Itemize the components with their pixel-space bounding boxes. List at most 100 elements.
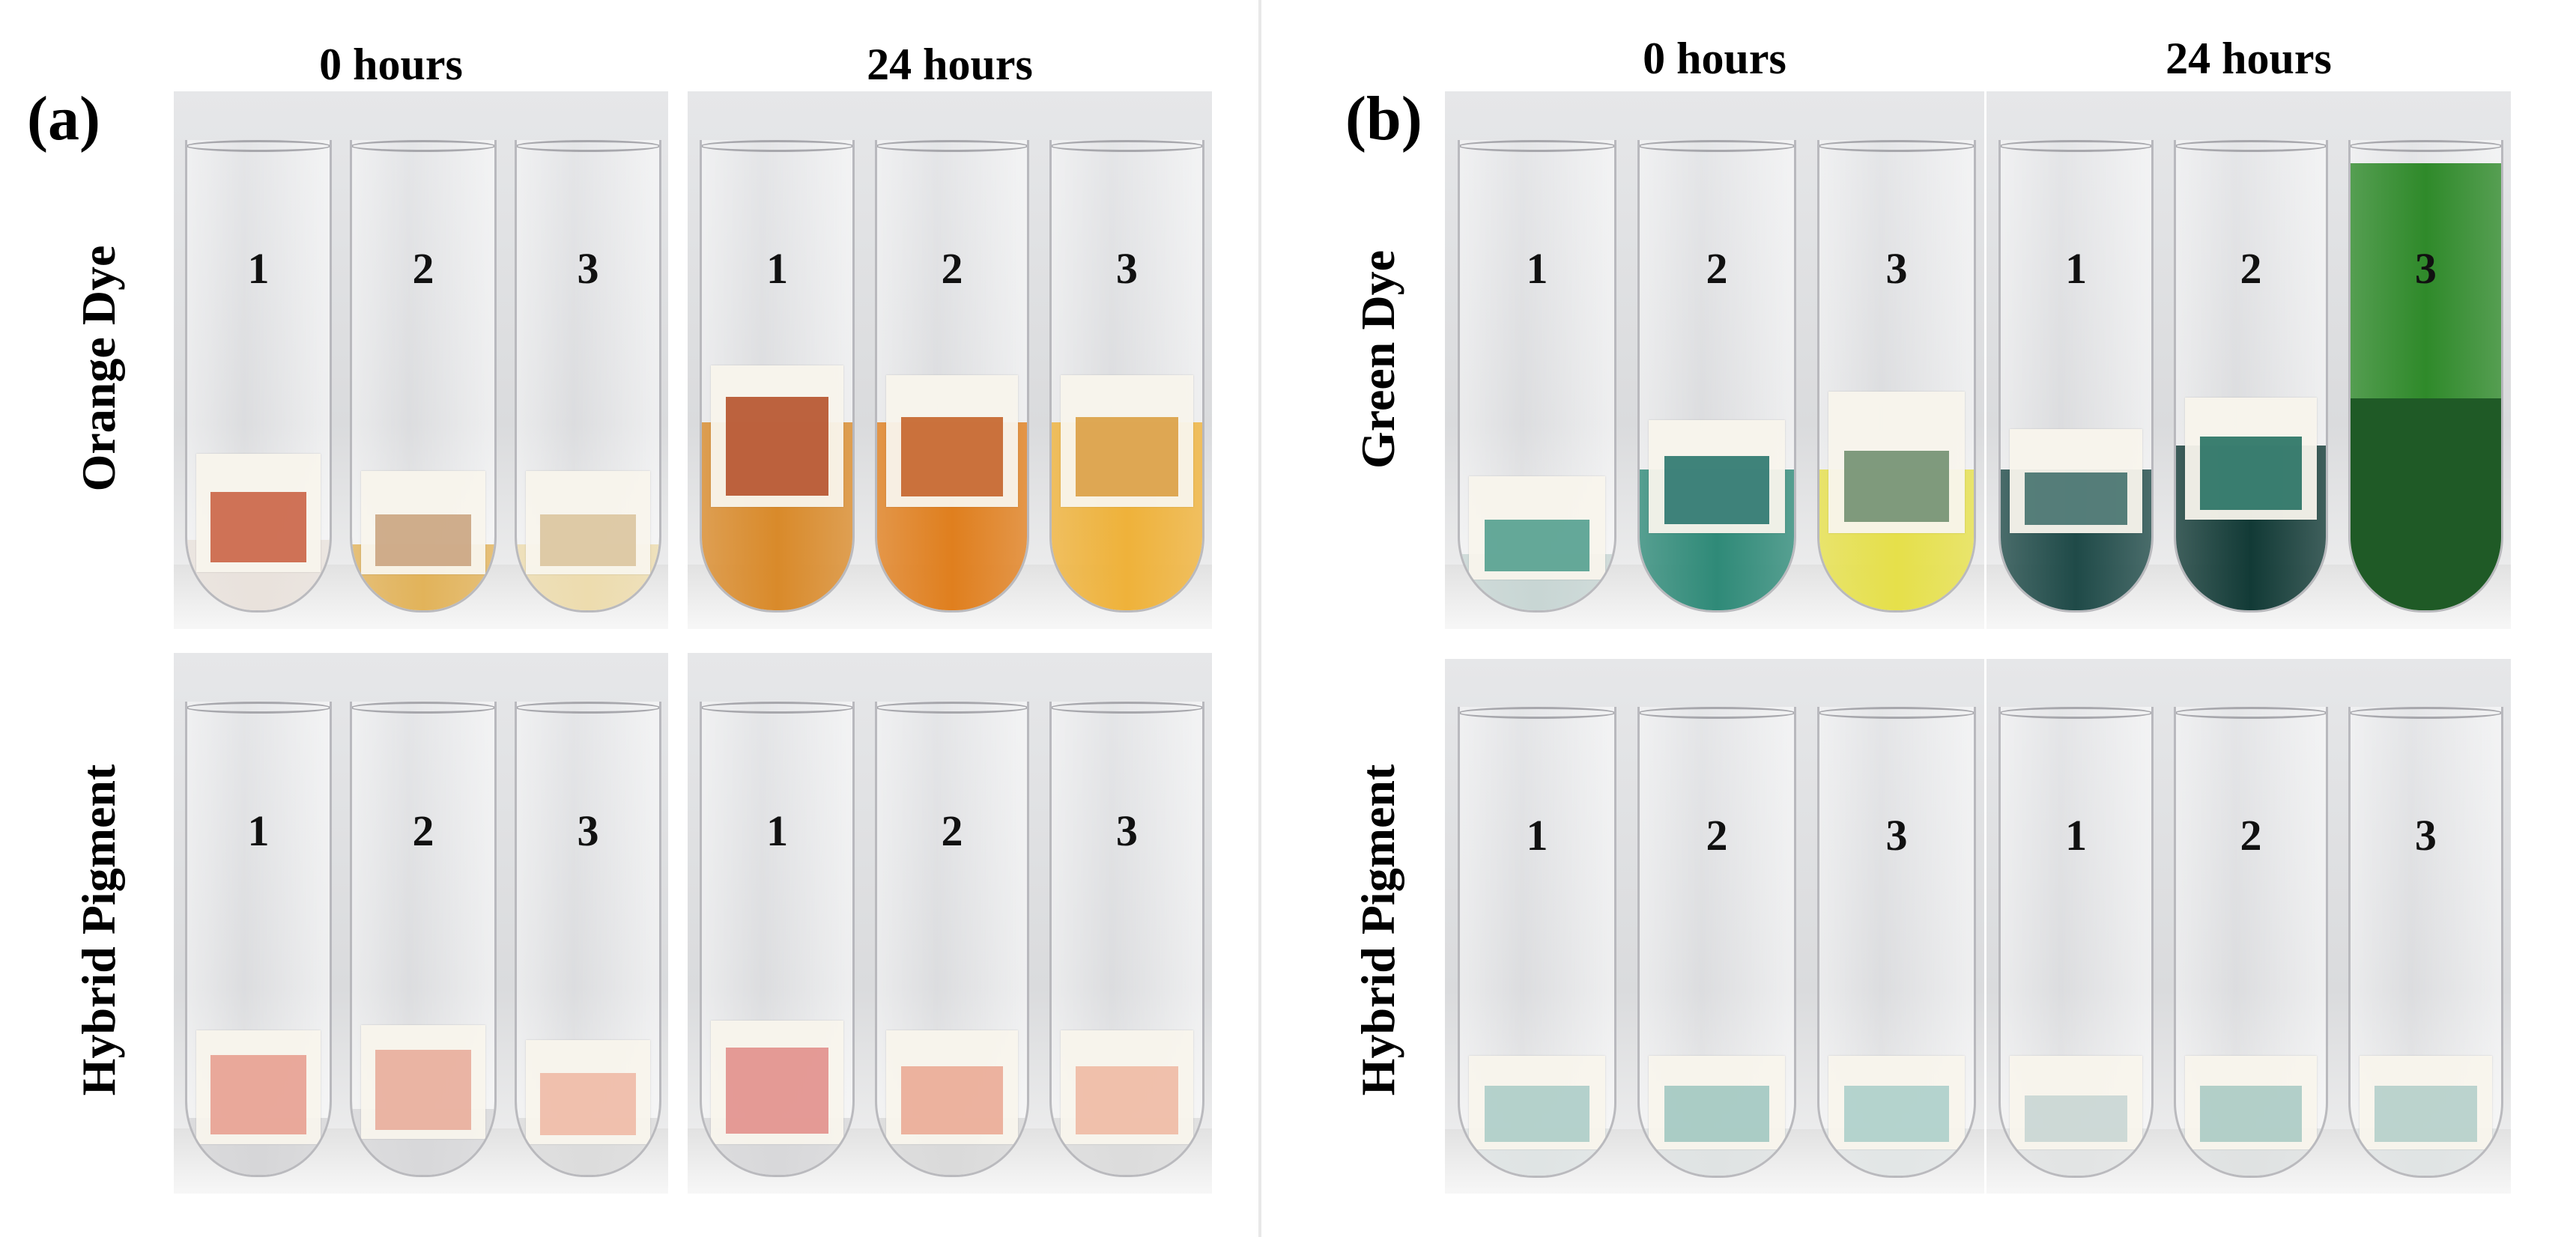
pigment-stain — [2199, 437, 2303, 511]
tube-number: 1 — [1526, 243, 1548, 293]
tube-rim — [352, 701, 494, 714]
tube-rim — [1051, 139, 1202, 152]
tube-rim — [876, 139, 1028, 152]
pigment-stain — [900, 1066, 1004, 1135]
tube-rim — [352, 139, 494, 152]
test-tube-2: 2 — [1637, 707, 1797, 1178]
column-header-24h: 24 hours — [2166, 34, 2332, 83]
pigment-stain — [1076, 1066, 1178, 1135]
tube-rim — [1819, 139, 1975, 152]
test-tube-3: 3 — [1049, 139, 1204, 613]
tube-rim — [517, 139, 659, 152]
pigment-stain — [539, 514, 637, 566]
tube-rim — [517, 701, 659, 714]
test-tube-1: 1 — [1457, 707, 1617, 1178]
tube-number: 2 — [2240, 243, 2262, 293]
test-tube-1: 1 — [185, 139, 332, 613]
test-tube-2: 2 — [350, 139, 497, 613]
tube-rim — [1051, 701, 1202, 714]
tube-rim — [1639, 707, 1795, 720]
tube-rim — [1639, 139, 1795, 152]
tube-rim — [702, 139, 852, 152]
pigment-stain — [1484, 519, 1590, 571]
pigment-stain — [1664, 1086, 1770, 1143]
test-tube-3: 3 — [1816, 139, 1977, 613]
pigment-stain — [210, 1055, 307, 1135]
tube-number: 3 — [1885, 810, 1908, 860]
tube-number: 1 — [2065, 810, 2088, 860]
tube-rim — [187, 701, 330, 714]
row-label-green-dye: Green Dye — [1351, 249, 1404, 469]
tube-rim — [2350, 139, 2501, 152]
pigment-stain — [2025, 1095, 2127, 1143]
tube-number: 3 — [1115, 806, 1138, 856]
pigment-stain — [2375, 1086, 2477, 1143]
pigment-stain — [726, 396, 828, 496]
test-tube-1: 1 — [185, 701, 332, 1178]
tube-number: 2 — [1706, 810, 1728, 860]
photo-hybrid-pigment-orange-24h: 1 2 3 — [688, 653, 1212, 1194]
column-header-24h: 24 hours — [867, 40, 1033, 89]
column-header-0h: 0 hours — [1643, 34, 1786, 83]
tube-rim — [2350, 707, 2501, 720]
photo-green-dye-0h: 1 2 3 — [1445, 91, 1984, 629]
tube-number: 1 — [766, 806, 789, 856]
tube-rim — [1459, 707, 1615, 720]
tube-number: 2 — [1706, 243, 1728, 293]
tube-rim — [2175, 707, 2327, 720]
pigment-stain — [539, 1073, 637, 1136]
test-tube-3: 3 — [515, 139, 661, 613]
tube-rim — [2001, 139, 2151, 152]
tube-number: 1 — [2065, 243, 2088, 293]
panel-a: (a) 0 hours 24 hours Orange Dye Hybrid P… — [0, 0, 1258, 1237]
panel-label: (b) — [1345, 84, 1422, 154]
test-tube-2: 2 — [350, 701, 497, 1178]
test-tube-1: 1 — [1998, 707, 2154, 1178]
tube-rim — [1459, 139, 1615, 152]
pigment-stain — [375, 514, 472, 566]
panel-b: (b) 0 hours 24 hours Green Dye Hybrid Pi… — [1258, 0, 2576, 1237]
tube-number: 3 — [577, 806, 599, 856]
pigment-stain — [1843, 451, 1950, 522]
photo-orange-dye-0h: 1 2 3 — [174, 91, 668, 629]
panel-label: (a) — [27, 84, 100, 154]
tube-number: 2 — [941, 243, 963, 293]
pigment-stain — [900, 417, 1004, 497]
tube-number: 3 — [2414, 243, 2437, 293]
test-tube-2: 2 — [1637, 139, 1797, 613]
tube-rim — [1819, 707, 1975, 720]
row-label-hybrid-pigment: Hybrid Pigment — [72, 764, 125, 1096]
tube-rim — [2175, 139, 2327, 152]
test-tube-2: 2 — [2173, 707, 2329, 1178]
pigment-stain — [375, 1050, 472, 1130]
tube-rim — [876, 701, 1028, 714]
pigment-stain — [1664, 456, 1770, 524]
test-tube-2: 2 — [2173, 139, 2329, 613]
test-tube-2: 2 — [874, 701, 1030, 1178]
photo-hybrid-pigment-orange-0h: 1 2 3 — [174, 653, 668, 1194]
test-tube-1: 1 — [1998, 139, 2154, 613]
column-header-0h: 0 hours — [319, 40, 463, 89]
tube-number: 3 — [2414, 810, 2437, 860]
tube-rim — [2001, 707, 2151, 720]
photo-hybrid-pigment-green-24h: 1 2 3 — [1986, 659, 2511, 1194]
tube-number: 2 — [941, 806, 963, 856]
tube-number: 3 — [1885, 243, 1908, 293]
row-label-orange-dye: Orange Dye — [72, 245, 125, 492]
tube-number: 2 — [412, 243, 434, 293]
pigment-stain — [2025, 472, 2127, 525]
photo-orange-dye-24h: 1 2 3 — [688, 91, 1212, 629]
test-tube-3: 3 — [515, 701, 661, 1178]
tube-rim — [187, 139, 330, 152]
tube-number: 1 — [247, 243, 270, 293]
tube-number: 1 — [1526, 810, 1548, 860]
tube-rim — [702, 701, 852, 714]
photo-green-dye-24h: 1 2 3 — [1986, 91, 2511, 629]
dark-liquid-band — [2351, 398, 2501, 611]
pigment-stain — [1076, 417, 1178, 497]
test-tube-3: 3 — [2348, 707, 2503, 1178]
tube-number: 1 — [766, 243, 789, 293]
tube-number: 1 — [247, 806, 270, 856]
pigment-stain — [1484, 1086, 1590, 1143]
row-label-hybrid-pigment: Hybrid Pigment — [1351, 764, 1404, 1096]
